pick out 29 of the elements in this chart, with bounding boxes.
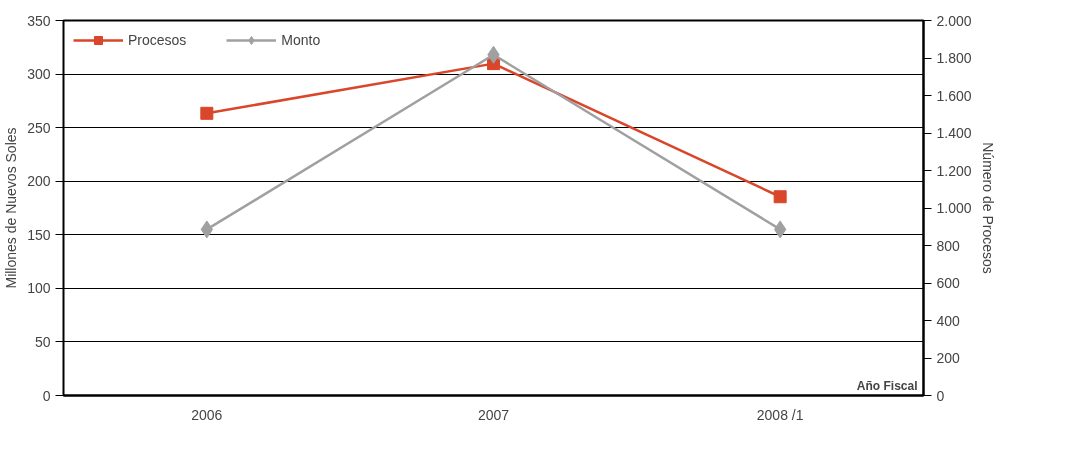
- x-axis-title: Año Fiscal: [856, 378, 918, 393]
- y2-tick-label: 400: [936, 312, 961, 329]
- x-tick-label: 2006: [191, 406, 223, 423]
- y-tick-label: 0: [42, 387, 51, 404]
- x-tick-label: 2008 /1: [756, 406, 804, 423]
- y2-tick-label: 1.000: [936, 200, 972, 216]
- y-tick-label: 250: [27, 119, 51, 136]
- legend-label: Monto: [281, 32, 321, 48]
- y-tick-label: 100: [27, 280, 51, 297]
- y2-tick-label: 600: [936, 275, 961, 291]
- y-tick-label: 350: [27, 12, 51, 29]
- legend-label: Procesos: [128, 32, 187, 48]
- y2-tick-label: 1.600: [936, 87, 972, 104]
- y2-tick-label: 200: [936, 350, 961, 366]
- point: [200, 106, 214, 120]
- y2-tick-label: 800: [936, 237, 961, 254]
- y-tick-label: 200: [27, 173, 51, 190]
- y2-tick-label: 1.200: [936, 162, 972, 179]
- y2-axis-title: Número de Procesos: [979, 142, 996, 274]
- y2-tick-label: 2.000: [936, 12, 972, 29]
- y2-tick-label: 0: [936, 387, 945, 404]
- y2-tick-label: 1.800: [936, 50, 972, 66]
- y-tick-label: 50: [34, 333, 51, 350]
- y-tick-label: 300: [27, 66, 51, 83]
- point: [773, 190, 787, 204]
- y-tick-label: 150: [27, 226, 51, 243]
- x-tick-label: 2007: [477, 406, 510, 423]
- y2-tick-label: 1.400: [936, 125, 972, 141]
- y-axis-title: Millones de Nuevos Soles: [3, 127, 20, 289]
